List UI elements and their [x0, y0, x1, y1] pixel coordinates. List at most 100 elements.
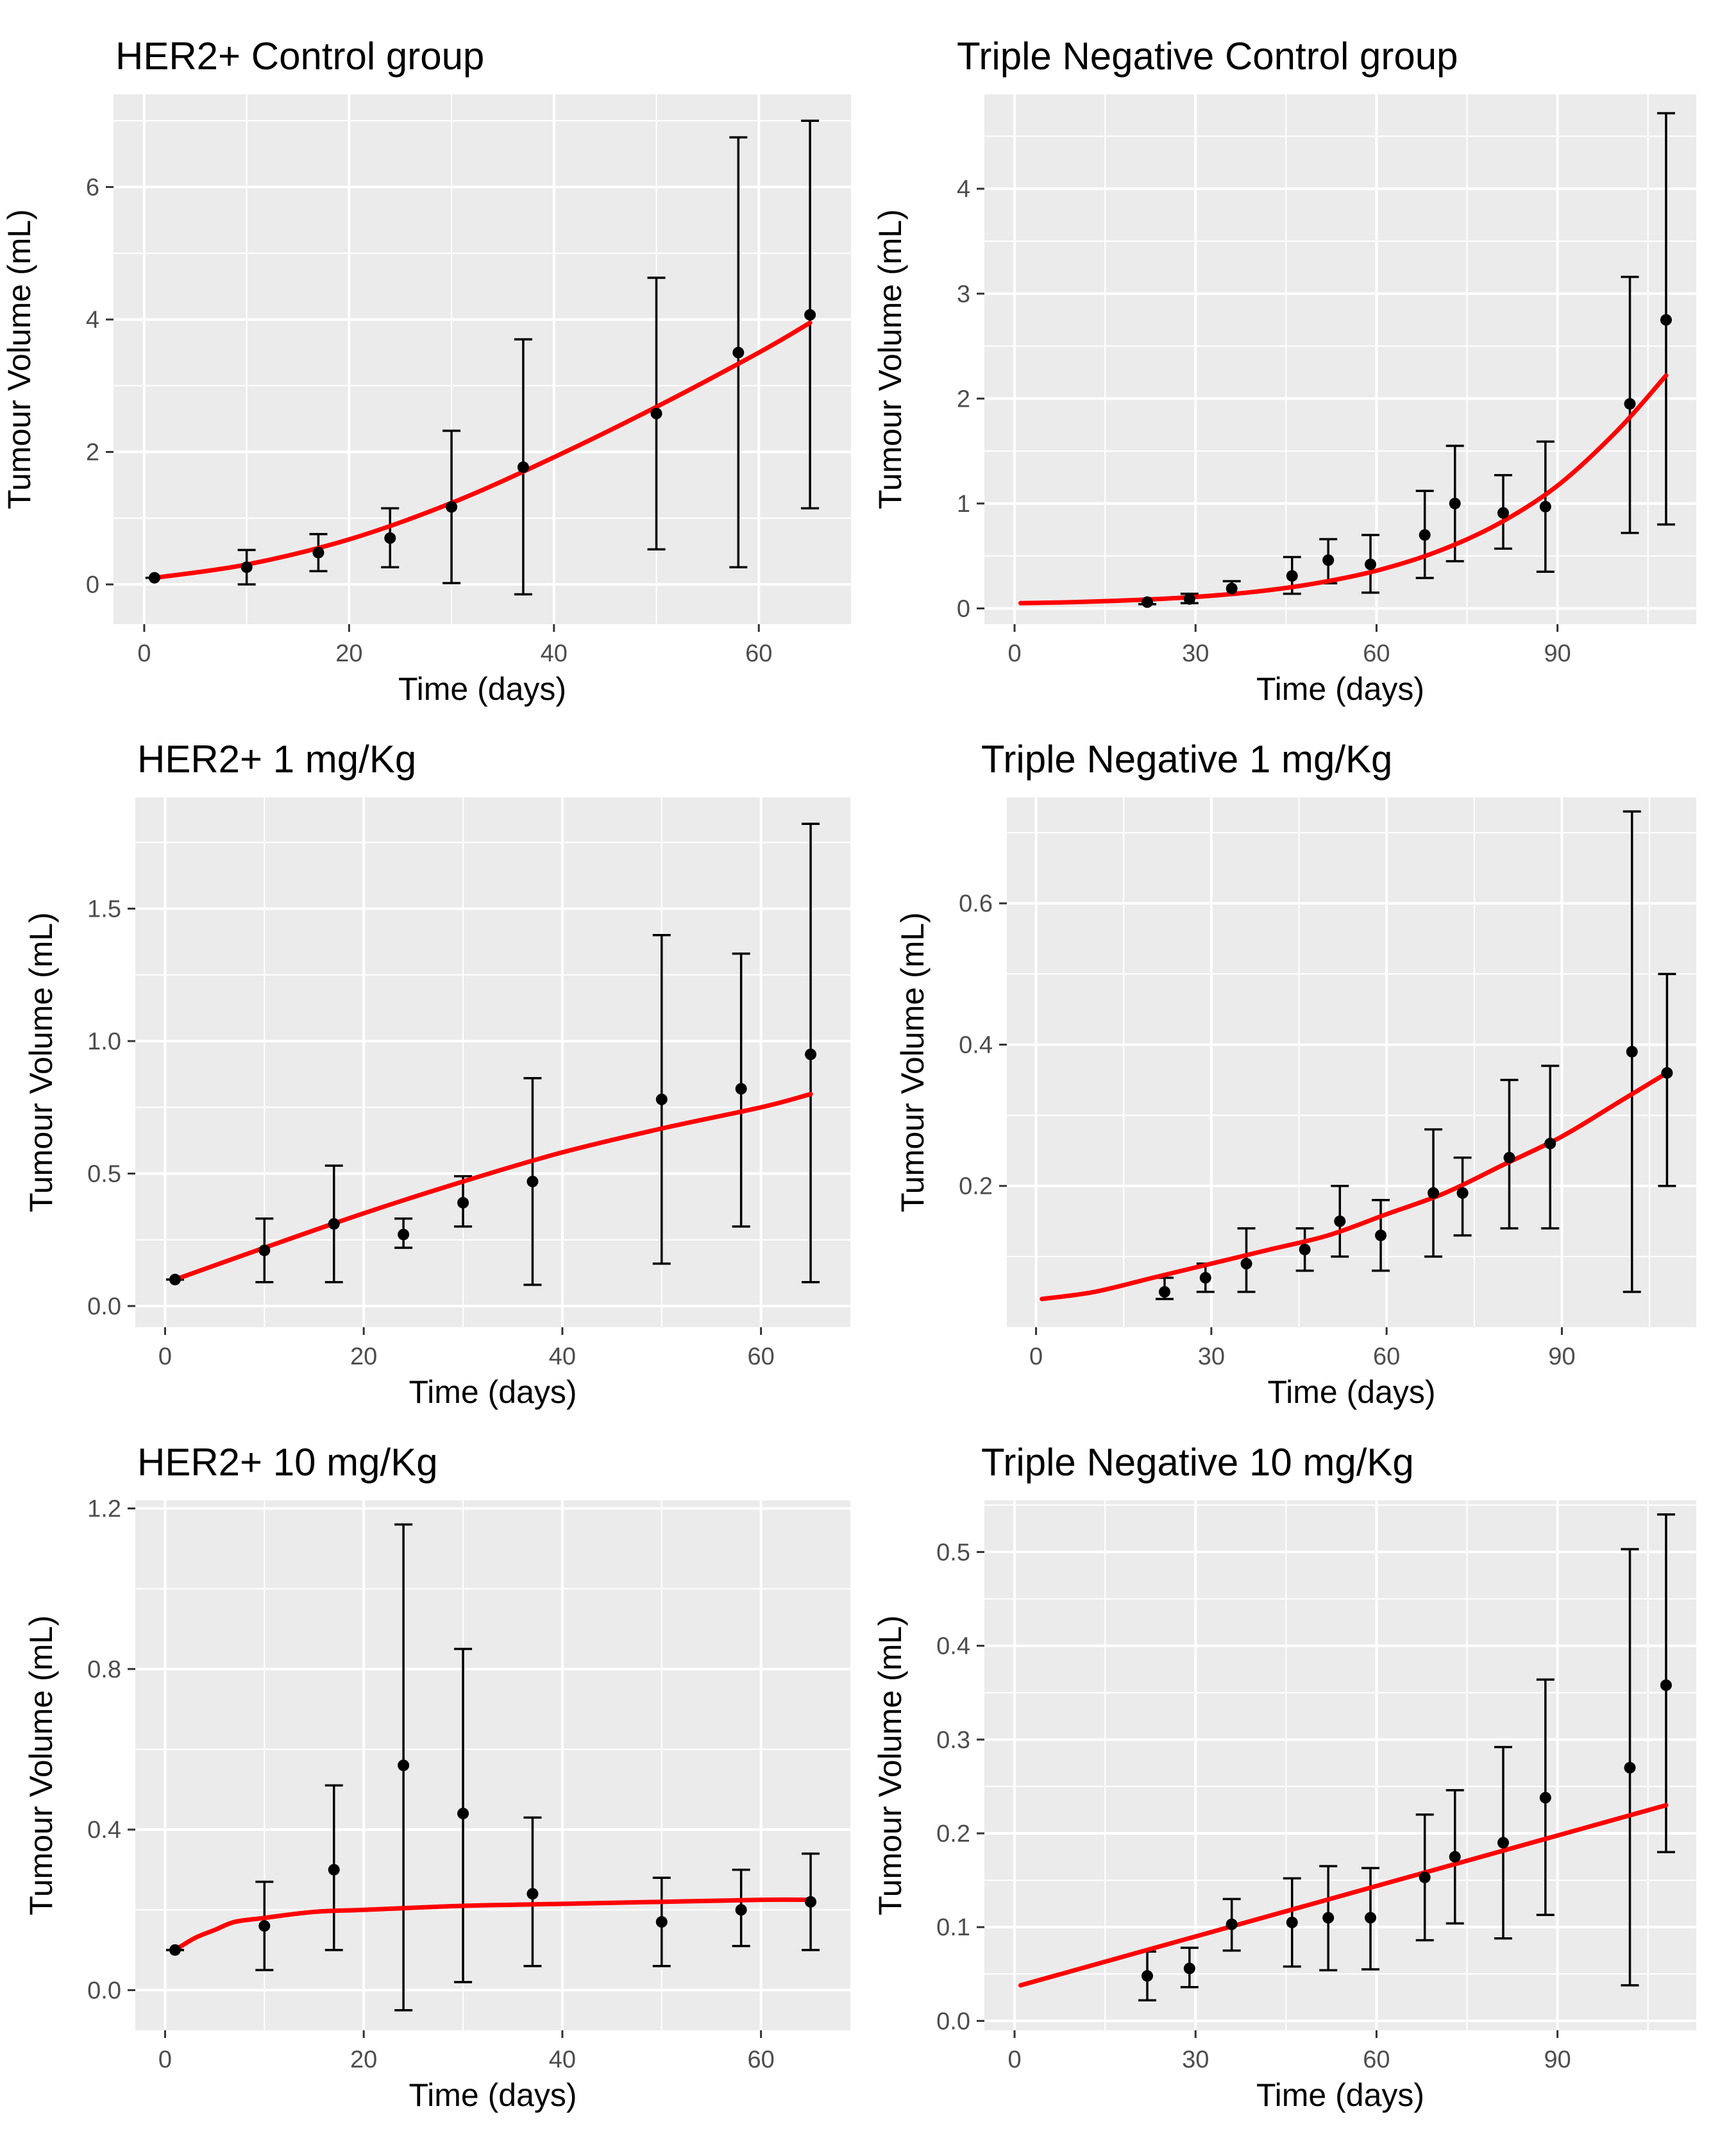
data-layer [165, 822, 820, 1286]
x-tick-label: 0 [158, 1343, 172, 1370]
x-tick-label: 60 [1363, 640, 1390, 667]
y-tick-label: 1 [957, 491, 970, 518]
plot-background [984, 94, 1696, 624]
chart-title: HER2+ 10 mg/Kg [137, 1441, 438, 1484]
x-tick-label: 90 [1548, 1343, 1575, 1370]
y-tick-label: 4 [86, 307, 99, 334]
plot-background [984, 1500, 1696, 2030]
x-tick-label: 0 [1007, 640, 1021, 667]
x-axis-label: Time (days) [409, 2077, 577, 2113]
y-axis-label: Tumour Volume (mL) [23, 1615, 59, 1915]
data-point [732, 346, 745, 359]
data-point [1240, 1257, 1252, 1269]
data-point [517, 461, 529, 473]
chart-title: Triple Negative 1 mg/Kg [981, 738, 1392, 781]
data-point [1375, 1229, 1387, 1241]
data-point [655, 1093, 668, 1105]
data-point [735, 1083, 747, 1095]
data-layer [145, 119, 820, 596]
chart-panel-6: 0 30 60 90 0.0 0.1 0.2 0.3 0.4 0.5 Triple Negative… [872, 1441, 1696, 2113]
y-tick-label: 0.4 [959, 1032, 993, 1058]
data-point [258, 1244, 271, 1257]
data-point [1183, 593, 1195, 605]
data-point [650, 407, 662, 420]
y-tick-label: 0.0 [936, 2008, 970, 2035]
x-tick-label: 30 [1182, 2046, 1209, 2073]
data-point [1141, 596, 1153, 608]
model-fit-line [173, 1897, 813, 1953]
x-tick-label: 40 [549, 2046, 576, 2073]
data-point [1199, 1271, 1211, 1284]
data-point [148, 572, 160, 584]
x-axis-label: Time (days) [1256, 671, 1424, 707]
x-tick-label: 0 [1007, 2046, 1021, 2073]
model-fit-line [1018, 373, 1669, 606]
data-point [1661, 1067, 1673, 1079]
data-point [169, 1944, 181, 1956]
data-point [804, 309, 816, 321]
chart-title: HER2+ 1 mg/Kg [137, 738, 416, 781]
y-tick-label: 0.2 [959, 1173, 993, 1200]
y-tick-label: 0.0 [87, 1977, 121, 2004]
y-tick-label: 2 [86, 439, 99, 466]
x-tick-label: 60 [747, 1343, 774, 1370]
x-tick-label: 0 [137, 640, 151, 667]
data-point [1226, 1918, 1238, 1930]
data-point [1286, 570, 1298, 582]
y-tick-label: 6 [86, 174, 99, 201]
data-point [655, 1916, 668, 1928]
data-point [328, 1218, 340, 1230]
y-tick-label: 0.4 [936, 1633, 970, 1660]
x-tick-label: 30 [1182, 640, 1209, 667]
chart-title: HER2+ Control group [115, 35, 484, 78]
y-axis-label: Tumour Volume (mL) [872, 1615, 908, 1915]
data-point [1322, 554, 1335, 566]
data-point [1419, 1871, 1431, 1883]
data-point [527, 1175, 539, 1187]
y-tick-label: 3 [957, 281, 970, 308]
data-point [169, 1273, 181, 1286]
data-point [1449, 1851, 1461, 1863]
y-axis-label: Tumour Volume (mL) [872, 209, 908, 509]
chart-panel-2: 0 30 60 90 0 1 2 3 4 Triple Negative Control grou… [872, 35, 1696, 707]
data-point [1497, 1837, 1509, 1849]
data-point [1141, 1970, 1153, 1982]
model-fit-line [1040, 1071, 1669, 1302]
y-tick-label: 0.6 [959, 890, 993, 917]
y-tick-label: 1.5 [87, 896, 121, 922]
chart-panel-3: 0 20 40 60 0.0 0.5 1.0 1.5 HER2+ 1 mg/Kg Time (da… [23, 738, 850, 1410]
y-tick-label: 0.5 [87, 1160, 121, 1187]
chart-panel-5: 0 20 40 60 0.0 0.4 0.8 1.2 HER2+ 10 mg/Kg Time (d… [23, 1441, 850, 2113]
data-point [527, 1888, 539, 1900]
data-point [457, 1808, 469, 1820]
y-tick-label: 0.4 [87, 1817, 121, 1844]
x-tick-label: 60 [747, 2046, 774, 2073]
plot-background [135, 797, 850, 1327]
y-tick-label: 0.3 [936, 1727, 970, 1754]
data-layer [1040, 810, 1676, 1302]
data-layer [1018, 112, 1675, 608]
y-tick-label: 1.0 [87, 1028, 121, 1055]
data-point [240, 561, 253, 573]
x-tick-label: 60 [745, 640, 772, 667]
x-tick-label: 30 [1198, 1343, 1225, 1370]
y-axis-label: Tumour Volume (mL) [23, 912, 59, 1212]
data-point [1626, 1046, 1638, 1058]
data-layer [165, 1523, 820, 2012]
chart-panel-1: 0 20 40 60 0 2 4 6 HER2+ Control group Time (days… [1, 35, 851, 707]
data-point [1503, 1151, 1515, 1164]
chart-title: Triple Negative Control group [957, 35, 1458, 78]
data-point [1158, 1286, 1170, 1298]
y-tick-label: 0.1 [936, 1914, 970, 1941]
y-tick-label: 0 [86, 572, 99, 599]
x-tick-label: 0 [1029, 1343, 1043, 1370]
data-point [1456, 1187, 1469, 1199]
x-axis-label: Time (days) [1256, 2077, 1424, 2113]
x-tick-label: 40 [541, 640, 568, 667]
data-point [1226, 582, 1238, 595]
data-point [1497, 507, 1509, 519]
data-point [398, 1228, 410, 1241]
y-axis-label: Tumour Volume (mL) [1, 209, 37, 509]
x-tick-label: 20 [350, 2046, 377, 2073]
data-point [384, 532, 396, 544]
